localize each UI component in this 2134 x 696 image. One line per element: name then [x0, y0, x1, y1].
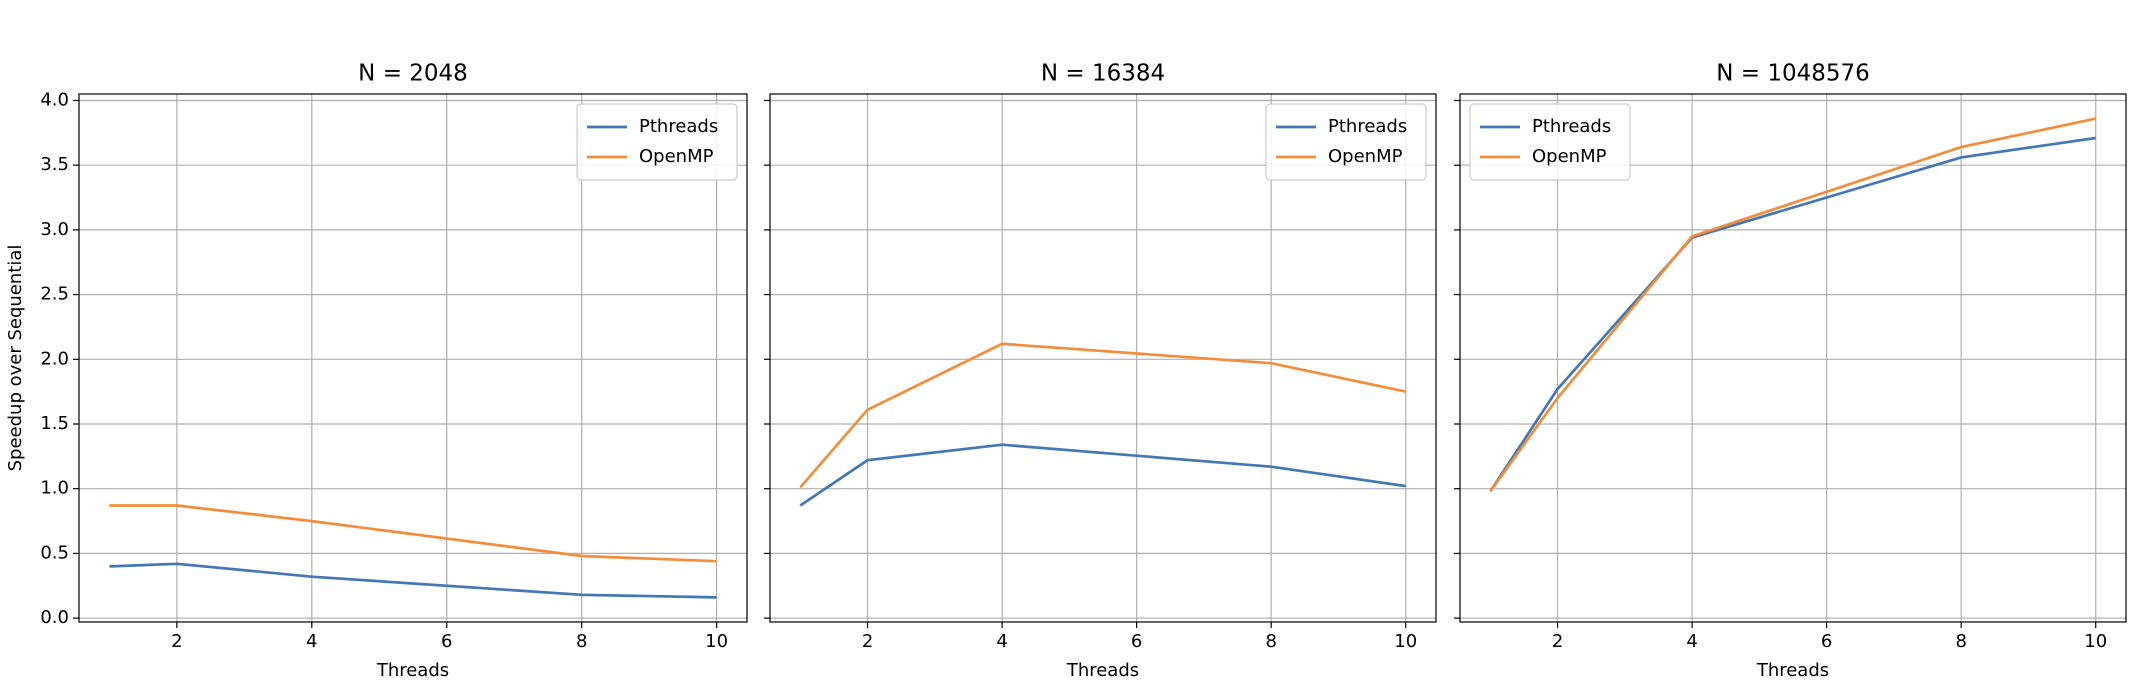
legend-label: Pthreads: [639, 116, 718, 137]
x-tick-label: 2: [862, 631, 873, 652]
subplot: 2 4 6 8 10 N = 16384 Threads Pthreads OpenMP: [764, 61, 1437, 681]
legend-box: [1265, 103, 1427, 181]
subplot-title: N = 1048576: [1716, 61, 1870, 87]
data-line: [799, 443, 1406, 507]
subplot-title: N = 2048: [358, 61, 468, 87]
legend: Pthreads OpenMP: [1265, 103, 1427, 181]
y-tick-label: 1.0: [40, 478, 69, 499]
legend-label: OpenMP: [1328, 146, 1403, 167]
x-axis-label: Threads: [376, 660, 449, 681]
axes-frame: [78, 93, 748, 623]
y-tick-label: 0.0: [40, 607, 69, 628]
x-tick-label: 4: [306, 631, 317, 652]
y-tick-label: 3.5: [40, 154, 69, 175]
y-tick-label: 3.0: [40, 219, 69, 240]
subplot-title: N = 16384: [1041, 61, 1165, 87]
x-tick-label: 8: [1955, 631, 1966, 652]
legend-label: OpenMP: [1532, 146, 1607, 167]
x-tick-label: 4: [996, 631, 1007, 652]
axes-frame: [769, 93, 1437, 623]
legend-box: [576, 103, 738, 181]
y-tick-label: 2.5: [40, 284, 69, 305]
data-line: [1489, 136, 2096, 493]
x-tick-label: 6: [1131, 631, 1142, 652]
axes-frame: [1459, 93, 2127, 623]
x-tick-label: 6: [1821, 631, 1832, 652]
legend: Pthreads OpenMP: [1469, 103, 1631, 181]
x-axis-label: Threads: [1756, 660, 1829, 681]
legend-label: Pthreads: [1532, 116, 1611, 137]
x-tick-label: 10: [2084, 631, 2107, 652]
x-tick-label: 2: [1552, 631, 1563, 652]
legend-label: Pthreads: [1328, 116, 1407, 137]
data-line: [109, 562, 717, 599]
x-tick-label: 6: [441, 631, 452, 652]
data-line: [799, 342, 1406, 489]
x-tick-label: 2: [171, 631, 182, 652]
x-tick-label: 8: [576, 631, 587, 652]
legend-box: [1469, 103, 1631, 181]
y-tick-label: 1.5: [40, 413, 69, 434]
y-tick-label: 0.5: [40, 542, 69, 563]
y-tick-label: 2.0: [40, 348, 69, 369]
y-tick-label: 4.0: [40, 89, 69, 110]
x-tick-label: 8: [1265, 631, 1276, 652]
subplot: 2 4 6 8 10 0.0 0.5 1.0 1.5 2.0 2.5 3.0 3.5 4.0 N = 204…: [5, 61, 748, 681]
x-tick-label: 10: [705, 631, 728, 652]
legend: Pthreads OpenMP: [576, 103, 738, 181]
data-line: [109, 504, 717, 563]
subplot: 2 4 6 8 10 N = 1048576 Threads Pthreads OpenMP: [1454, 61, 2127, 681]
data-line: [1489, 117, 2096, 493]
x-tick-label: 4: [1686, 631, 1697, 652]
y-axis-label: Speedup over Sequential: [5, 245, 26, 472]
x-tick-label: 10: [1394, 631, 1417, 652]
x-axis-label: Threads: [1066, 660, 1139, 681]
legend-label: OpenMP: [639, 146, 714, 167]
